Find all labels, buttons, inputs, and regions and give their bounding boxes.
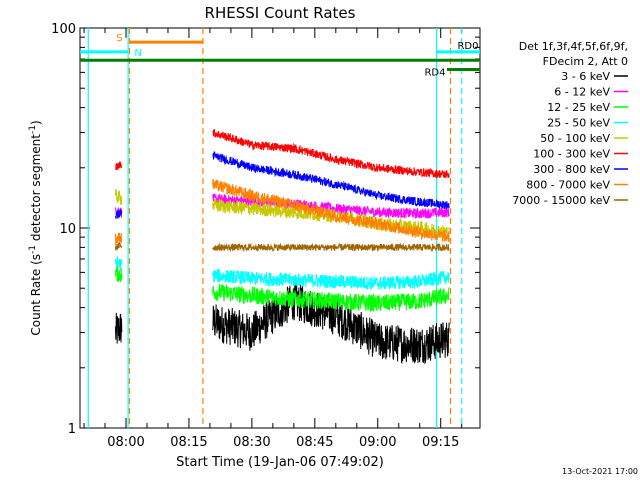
series-line-2 bbox=[212, 283, 450, 312]
series-line-5 bbox=[115, 161, 123, 171]
state-bar-label: S bbox=[116, 33, 122, 44]
legend-header-line: FDecim 2, Att 0 bbox=[543, 55, 628, 68]
state-bar-label: RD0 bbox=[457, 41, 478, 52]
legend-entry-label: 100 - 300 keV bbox=[533, 148, 610, 161]
x-tick-label: 08:00 bbox=[107, 435, 144, 450]
series-line-7 bbox=[115, 232, 123, 245]
legend-entry-label: 3 - 6 keV bbox=[561, 70, 610, 83]
series-line-3 bbox=[212, 268, 450, 291]
y-axis-label-mid: detector segment bbox=[29, 134, 43, 245]
series-line-8 bbox=[115, 241, 123, 251]
series-line-6 bbox=[212, 150, 450, 210]
legend: Det 1f,3f,4f,5f,6f,9f, FDecim 2, Att 0 3 -… bbox=[512, 40, 628, 207]
legend-entry-label: 7000 - 15000 keV bbox=[512, 194, 610, 207]
y-axis-label-main: Count Rate (s bbox=[29, 254, 43, 336]
x-tick-label: 08:15 bbox=[170, 435, 207, 450]
series-line-4 bbox=[115, 188, 123, 206]
x-tick-label: 09:15 bbox=[422, 435, 459, 450]
series-line-3 bbox=[115, 256, 123, 272]
legend-header-line: Det 1f,3f,4f,5f,6f,9f, bbox=[519, 40, 628, 53]
x-tick-label: 08:45 bbox=[296, 435, 333, 450]
series-line-0 bbox=[212, 283, 450, 365]
series-line-7 bbox=[212, 178, 450, 242]
series-line-8 bbox=[212, 242, 450, 253]
x-tick-label: 09:00 bbox=[359, 435, 396, 450]
legend-entry-label: 50 - 100 keV bbox=[540, 132, 610, 145]
y-axis-label: Count Rate (s-1 detector segment-1) bbox=[28, 120, 43, 335]
y-axis-label-sup2: -1 bbox=[28, 125, 38, 134]
series-group bbox=[115, 128, 450, 365]
series-line-6 bbox=[115, 209, 123, 219]
y-tick-label: 1 bbox=[68, 422, 76, 437]
legend-entry-label: 300 - 800 keV bbox=[533, 163, 610, 176]
y-axis-label-end: ) bbox=[29, 120, 43, 125]
legend-entry-label: 25 - 50 keV bbox=[547, 117, 610, 130]
series-line-0 bbox=[115, 312, 123, 344]
state-bar-label: N bbox=[134, 48, 141, 59]
legend-entry-label: 6 - 12 keV bbox=[554, 86, 610, 99]
legend-entry-label: 800 - 7000 keV bbox=[526, 179, 610, 192]
y-tick-label: 10 bbox=[59, 222, 76, 237]
x-tick-label: 08:30 bbox=[233, 435, 270, 450]
state-bar-label: RD4 bbox=[424, 68, 445, 79]
chart-title: RHESSI Count Rates bbox=[205, 4, 356, 22]
legend-entry-label: 12 - 25 keV bbox=[547, 101, 610, 114]
y-tick-label: 100 bbox=[51, 22, 76, 37]
footer-timestamp: 13-Oct-2021 17:00 bbox=[562, 467, 638, 476]
x-axis-label: Start Time (19-Jan-06 07:49:02) bbox=[176, 455, 384, 470]
y-axis-label-sup1: -1 bbox=[28, 245, 38, 254]
series-line-5 bbox=[212, 128, 450, 180]
plot-area: 1 10 100 08:00 08:15 08:30 08:45 09:00 09:15 S N RD… bbox=[51, 22, 481, 450]
